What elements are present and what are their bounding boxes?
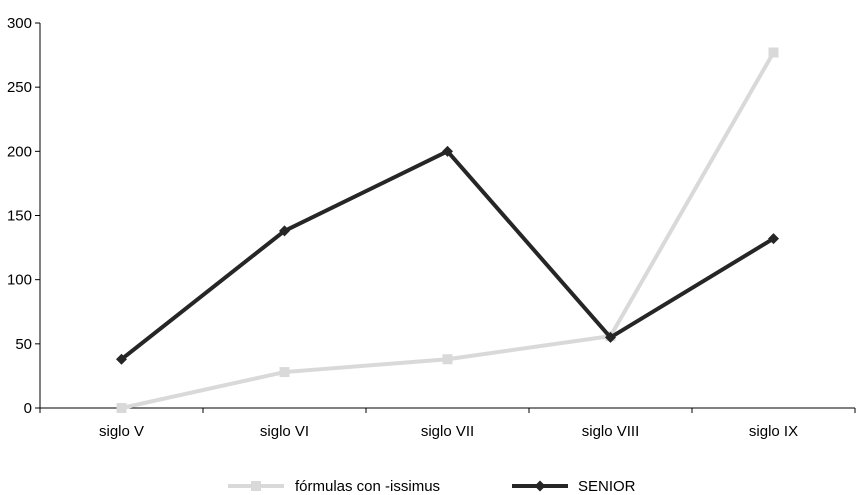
y-tick-label: 50 [15, 336, 32, 353]
data-point [768, 47, 779, 58]
data-point [116, 353, 127, 365]
series-0 [116, 47, 779, 413]
legend-label: SENIOR [578, 478, 636, 495]
x-tick-label: siglo VIII [582, 423, 640, 440]
data-point [116, 403, 127, 413]
data-point [768, 233, 779, 245]
legend: fórmulas con -issimus SENIOR [228, 478, 636, 495]
y-tick-label: 100 [7, 272, 32, 289]
series-1 [116, 145, 779, 365]
legend-entry-1: SENIOR [512, 478, 636, 495]
data-point [442, 145, 453, 157]
data-point [442, 354, 453, 365]
legend-entry-0: fórmulas con -issimus [228, 478, 440, 495]
data-point [605, 331, 616, 343]
y-tick-label: 150 [7, 208, 32, 225]
axes [39, 23, 855, 409]
x-tick-label: siglo VII [421, 423, 474, 440]
legend-marker [251, 481, 261, 491]
legend-label: fórmulas con -issimus [295, 478, 440, 495]
series-line [120, 149, 775, 361]
data-point [279, 367, 290, 378]
y-tick-label: 0 [24, 400, 32, 417]
series-lines [116, 47, 779, 413]
x-axis-ticks: siglo V siglo VI siglo VII siglo VIII siglo … [39, 408, 856, 440]
y-tick-label: 200 [7, 143, 32, 160]
x-tick-label: siglo IX [749, 423, 798, 440]
y-axis-ticks: 0 50 100 150 200 250 300 [7, 15, 40, 417]
y-tick-label: 300 [7, 15, 32, 32]
y-tick-label: 250 [7, 79, 32, 96]
legend-marker [534, 480, 546, 492]
x-tick-label: siglo VI [260, 423, 309, 440]
x-tick-label: siglo V [99, 423, 144, 440]
data-point [279, 225, 290, 237]
